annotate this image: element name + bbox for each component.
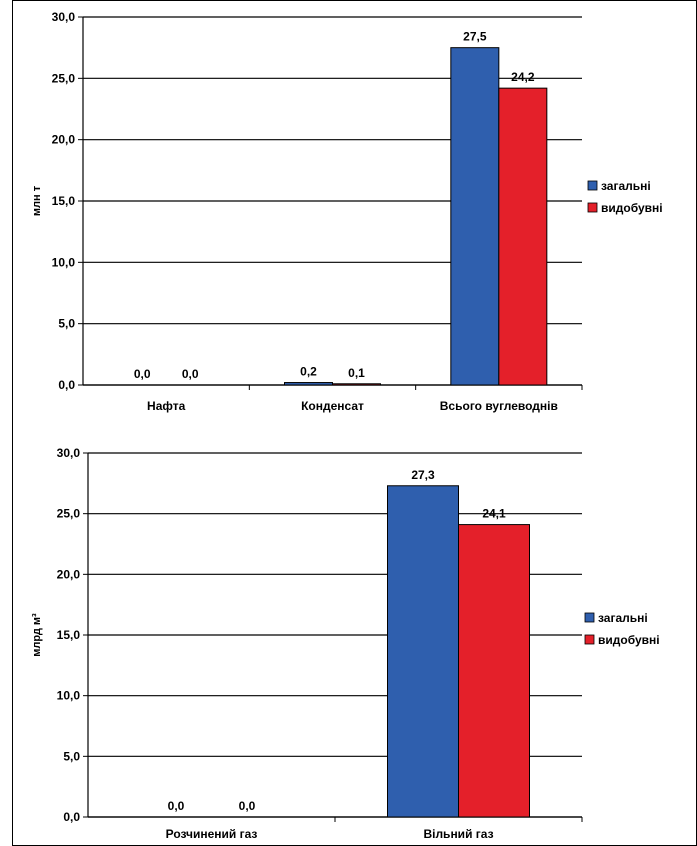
y-axis-label: млн т [31,185,43,216]
y-tick-label: 5,0 [58,317,75,331]
legend-swatch [584,634,595,645]
legend-swatch [587,202,598,213]
y-tick-label: 20,0 [52,133,76,147]
bar-recoverable [332,383,381,386]
y-tick-label: 20,0 [57,567,81,581]
y-tick-label: 0,0 [63,810,80,824]
category-label: Конденсат [301,399,364,413]
category-label: Розчинений газ [166,827,258,841]
category-label: Вільний газ [423,827,493,841]
legend-label: загальні [601,179,651,193]
data-label: 27,3 [411,468,435,482]
legend: загальні видобувні [587,179,663,215]
data-label: 0,2 [300,365,317,379]
y-tick-label: 25,0 [52,71,76,85]
bar-recoverable [458,524,530,818]
y-tick-label: 30,0 [57,446,81,460]
legend-label: видобувні [601,201,663,215]
bar-total [387,485,459,818]
y-tick-label: 25,0 [57,507,81,521]
data-label: 0,0 [134,367,151,381]
data-label: 24,2 [511,70,535,84]
legend: загальні видобувні [584,611,660,647]
data-label: 0,1 [348,366,365,380]
y-tick-label: 15,0 [52,194,76,208]
category-label: Всього вуглеводнів [440,399,558,413]
y-tick-label: 10,0 [52,255,76,269]
legend-swatch [584,612,595,623]
y-tick-label: 5,0 [63,749,80,763]
y-tick-label: 15,0 [57,628,81,642]
legend-label: загальні [598,611,648,625]
bar-recoverable [498,87,548,386]
legend-swatch [587,180,598,191]
data-label: 0,0 [182,367,199,381]
legend-label: видобувні [598,633,660,647]
data-label: 24,1 [482,507,506,521]
y-axis-label: млрд м³ [31,613,43,657]
data-label: 27,5 [463,30,487,44]
category-label: Нафта [147,399,186,413]
data-label: 0,0 [168,799,185,813]
data-label: 0,0 [239,799,256,813]
y-tick-label: 10,0 [57,689,81,703]
y-tick-label: 0,0 [58,378,75,392]
y-tick-label: 30,0 [52,10,76,24]
